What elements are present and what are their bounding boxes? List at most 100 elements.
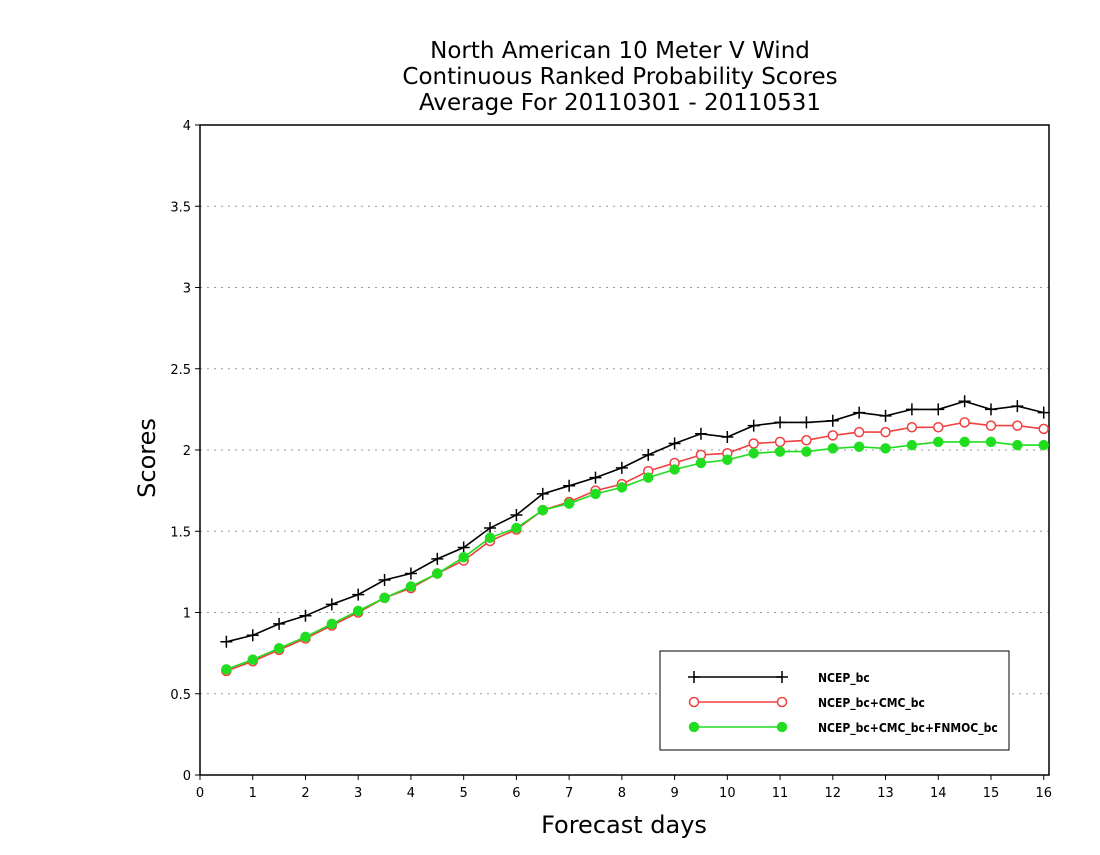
data-point [537, 504, 549, 516]
data-point [1012, 420, 1023, 431]
series-group [220, 395, 1050, 677]
data-point [721, 431, 734, 443]
y-tick-label: 1.5 [170, 525, 191, 540]
x-axis-label: Forecast days [541, 811, 707, 839]
series-0 [220, 395, 1050, 648]
x-tick-label: 1 [249, 786, 257, 801]
legend-marker [688, 721, 700, 733]
data-point [905, 403, 918, 416]
data-point [774, 446, 786, 457]
data-point [801, 446, 812, 457]
data-point [510, 509, 523, 521]
data-point [827, 430, 839, 441]
data-point [616, 482, 628, 493]
legend-marker [776, 696, 788, 708]
series-line [226, 441, 1044, 671]
data-point [933, 422, 944, 433]
x-tick-label: 6 [512, 786, 520, 801]
data-point [299, 609, 312, 622]
x-tick-label: 3 [354, 786, 362, 801]
legend-item: NCEP_bc+CMC_bc [688, 696, 925, 711]
data-point [801, 435, 812, 446]
y-axis-label: Scores [133, 418, 161, 498]
data-point [589, 471, 602, 484]
data-point [669, 464, 680, 475]
legend-marker [688, 671, 700, 683]
y-tick-label: 3.5 [170, 200, 191, 215]
data-point [827, 443, 839, 454]
legend-marker [776, 671, 788, 683]
data-point [933, 436, 944, 448]
data-point [563, 498, 575, 509]
series-line [226, 400, 1044, 643]
data-point [432, 568, 443, 579]
data-point [879, 409, 892, 422]
data-point [853, 441, 865, 452]
y-tick-label: 2.5 [170, 363, 191, 378]
data-point [1038, 423, 1049, 435]
y-tick-label: 0.5 [170, 688, 191, 703]
data-point [431, 552, 444, 565]
legend-item: NCEP_bc+CMC_bc+FNMOC_bc [688, 721, 998, 736]
data-point [774, 416, 787, 429]
data-point [563, 479, 576, 492]
data-point [325, 598, 338, 611]
data-point [906, 439, 918, 451]
data-point [536, 487, 549, 500]
x-tick-label: 15 [983, 786, 1000, 801]
x-tick-label: 5 [460, 786, 468, 801]
data-point [352, 588, 365, 601]
chart-title-line: North American 10 Meter V Wind [430, 38, 810, 64]
data-point [774, 436, 786, 448]
gridlines [200, 205, 1049, 695]
data-point [590, 488, 601, 500]
x-tick-label: 2 [301, 786, 309, 801]
series-1 [221, 417, 1049, 677]
data-point [220, 635, 233, 648]
data-point [484, 532, 496, 543]
data-point [404, 567, 417, 580]
data-point [826, 414, 839, 427]
legend-label: NCEP_bc+CMC_bc+FNMOC_bc [818, 721, 998, 736]
legend-box [659, 650, 1010, 751]
y-tick-label: 3 [183, 282, 191, 297]
data-point [326, 618, 338, 630]
data-point [748, 438, 759, 449]
data-point [642, 472, 654, 483]
data-point [853, 406, 866, 419]
data-point [221, 664, 232, 675]
chart-title: North American 10 Meter V WindContinuous… [402, 38, 837, 116]
x-tick-label: 9 [670, 786, 678, 801]
chart-title-line: Continuous Ranked Probability Scores [402, 64, 837, 90]
data-point [958, 395, 971, 408]
data-point [1011, 400, 1024, 413]
data-point [273, 643, 285, 654]
x-tick-label: 0 [196, 786, 204, 801]
legend-marker [776, 721, 788, 733]
data-point [668, 437, 681, 450]
data-point [642, 448, 655, 461]
data-point [405, 581, 417, 592]
data-point [985, 436, 997, 448]
data-point [722, 454, 733, 465]
x-tick-label: 13 [877, 786, 894, 801]
legend-label: NCEP_bc+CMC_bc [818, 696, 925, 711]
data-point [695, 457, 707, 469]
x-tick-label: 7 [565, 786, 573, 801]
x-tick-label: 10 [719, 786, 736, 801]
y-tick-label: 2 [183, 444, 191, 459]
x-tick-label: 16 [1035, 786, 1052, 801]
data-point [247, 654, 258, 665]
data-point [457, 541, 470, 554]
data-point [880, 443, 891, 454]
data-point [694, 427, 707, 440]
x-tick-label: 11 [772, 786, 789, 801]
series-2 [221, 436, 1049, 675]
data-point [511, 522, 522, 534]
y-tick-label: 1 [183, 607, 191, 622]
series-line [226, 421, 1044, 672]
x-tick-label: 14 [930, 786, 947, 801]
data-point [748, 448, 759, 459]
